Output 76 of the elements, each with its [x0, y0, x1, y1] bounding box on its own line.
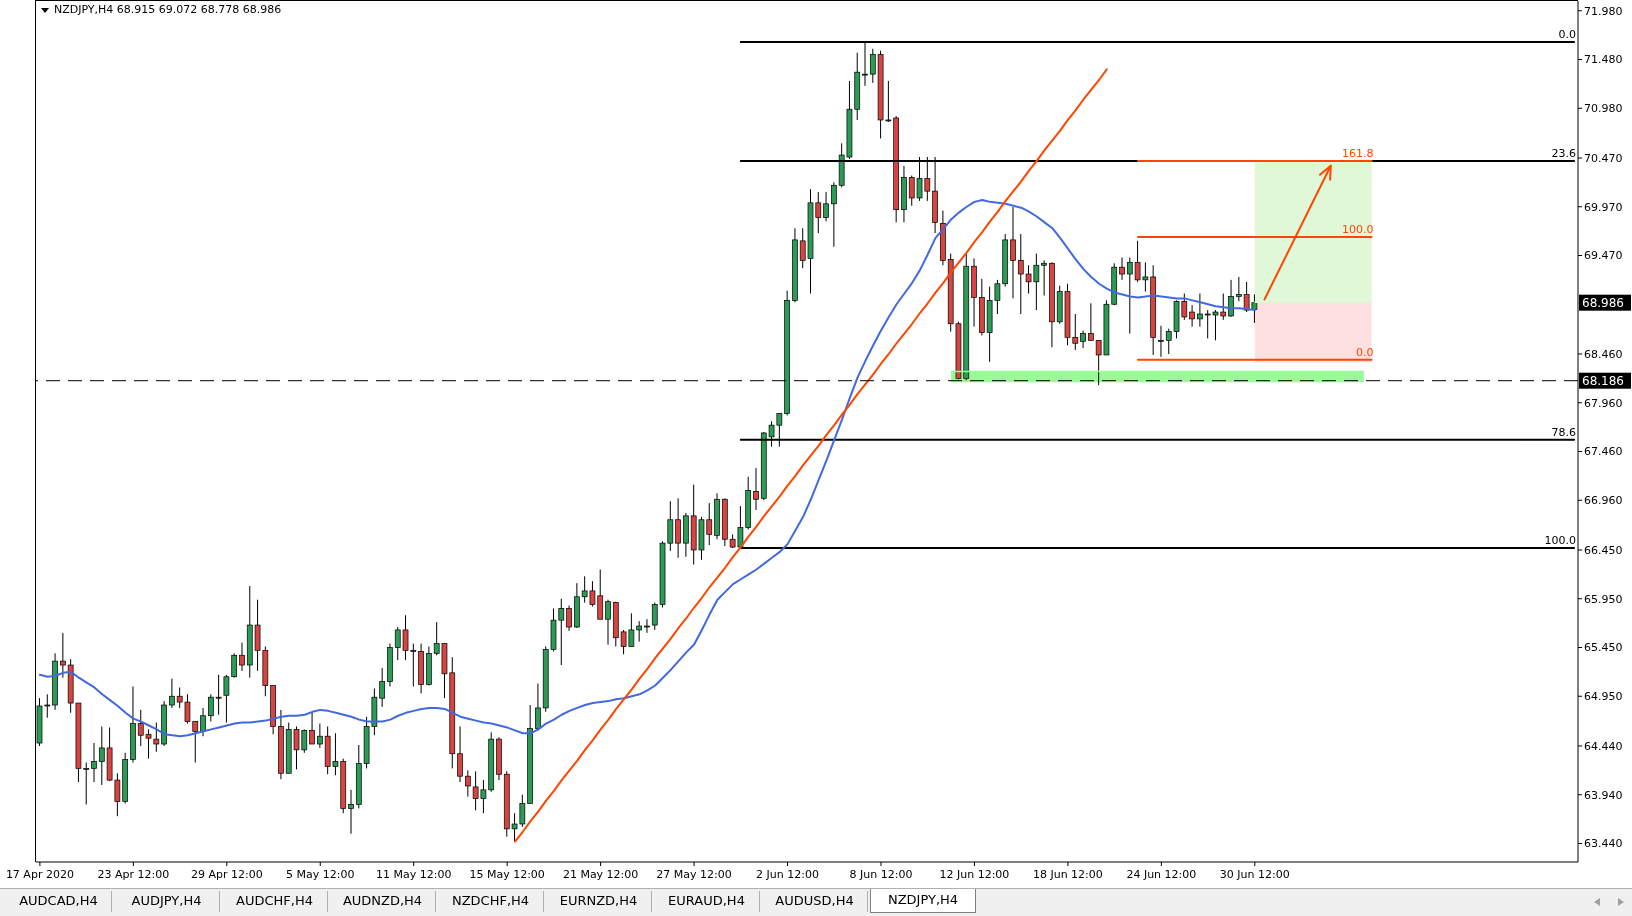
x-tick-label: 29 Apr 12:00: [190, 868, 263, 881]
text: AUDCHF,H4: [222, 891, 328, 912]
candlestick: [317, 723, 323, 749]
candlestick: [535, 683, 541, 731]
y-tick-label: 66.450: [1584, 543, 1623, 557]
candlestick: [1088, 302, 1094, 341]
y-tick-label: 68.460: [1584, 347, 1623, 361]
text: AUDCAD,H4: [6, 891, 112, 912]
x-tick-label: 5 May 12:00: [286, 868, 355, 881]
series-label: 0.0: [1356, 345, 1374, 359]
text: AUDJPY,H4: [114, 891, 220, 912]
candlestick: [1189, 304, 1195, 328]
x-tick-label: 24 Jun 12:00: [1126, 868, 1197, 881]
candlestick: [1041, 259, 1047, 296]
candlestick: [239, 642, 245, 672]
line-series: [38, 198, 1256, 738]
y-tick-label: 63.940: [1584, 788, 1623, 802]
y-tick-label: 69.970: [1584, 200, 1623, 214]
y-tick-label: 69.470: [1584, 249, 1623, 263]
legend-label: 23.6: [1551, 146, 1576, 160]
x-tick-label: 11 May 12:00: [375, 868, 452, 881]
y-tick-label: 71.980: [1584, 4, 1623, 18]
candlestick: [200, 707, 206, 737]
x-tick-label: 12 Jun 12:00: [939, 868, 1010, 881]
x-tick-label: 23 Apr 12:00: [97, 868, 170, 881]
x-tick-label: 30 Jun 12:00: [1219, 868, 1290, 881]
text: NZDCHF,H4: [438, 891, 544, 912]
series-label: 161.8: [1342, 146, 1374, 160]
x-tick-label: 2 Jun 12:00: [756, 868, 819, 881]
series-label: 78.6: [1551, 425, 1576, 439]
x-tick-label: 8 Jun 12:00: [849, 868, 913, 881]
x-tick-label: 17 Apr 2020: [5, 868, 74, 881]
y-tick-label: 67.960: [1584, 396, 1623, 410]
text: EURAUD,H4: [654, 891, 760, 912]
chart-title: NZDJPY,H4 68.915 69.072 68.778 68.986: [54, 3, 282, 16]
series-label: 100.0: [1544, 534, 1576, 548]
ref-line-label: 68.186: [1582, 373, 1624, 388]
series-label: 0.0: [1558, 27, 1576, 41]
x-tick-label: 27 May 12:00: [656, 868, 732, 881]
y-tick-label: 64.950: [1584, 690, 1623, 704]
candlestick: [605, 599, 611, 646]
candlestick: [1228, 279, 1234, 318]
candlestick: [169, 678, 175, 709]
candlestick: [753, 467, 759, 511]
candlestick: [60, 632, 66, 679]
line-series: [513, 68, 1108, 843]
candlestick: [1119, 256, 1125, 281]
y-tick-label: 70.980: [1584, 102, 1623, 116]
text: AUDUSD,H4: [762, 891, 868, 912]
y-tick-label: 65.950: [1584, 592, 1623, 606]
candlestick: [1010, 206, 1016, 299]
candlestick: [457, 725, 463, 783]
x-tick-label: 18 Jun 12:00: [1032, 868, 1103, 881]
y-tick-label: 70.470: [1584, 151, 1623, 165]
candlestick: [823, 191, 829, 222]
y-tick-label: 66.960: [1584, 494, 1623, 508]
text: EURNZD,H4: [546, 891, 652, 912]
y-tick-label: 71.480: [1584, 53, 1623, 67]
candlestick: [1197, 293, 1203, 328]
candlestick: [309, 712, 315, 745]
x-tick-label: 21 May 12:00: [562, 868, 639, 881]
y-tick-label: 63.440: [1584, 837, 1623, 851]
series-label: 100.0: [1342, 222, 1374, 236]
candlestick: [675, 497, 681, 559]
y-tick-label: 64.440: [1584, 739, 1623, 753]
candlestick: [348, 789, 354, 835]
candlestick: [1158, 325, 1164, 358]
y-tick-label: 67.460: [1584, 445, 1623, 459]
text: 68.986: [1582, 295, 1624, 310]
y-tick-label: 65.450: [1584, 641, 1623, 655]
candlestick: [644, 618, 650, 634]
candlestick: [91, 742, 97, 783]
candlestick: [566, 605, 572, 632]
x-tick-label: 15 May 12:00: [469, 868, 545, 881]
text: AUDNZD,H4: [330, 891, 436, 912]
candlestick: [831, 181, 837, 248]
